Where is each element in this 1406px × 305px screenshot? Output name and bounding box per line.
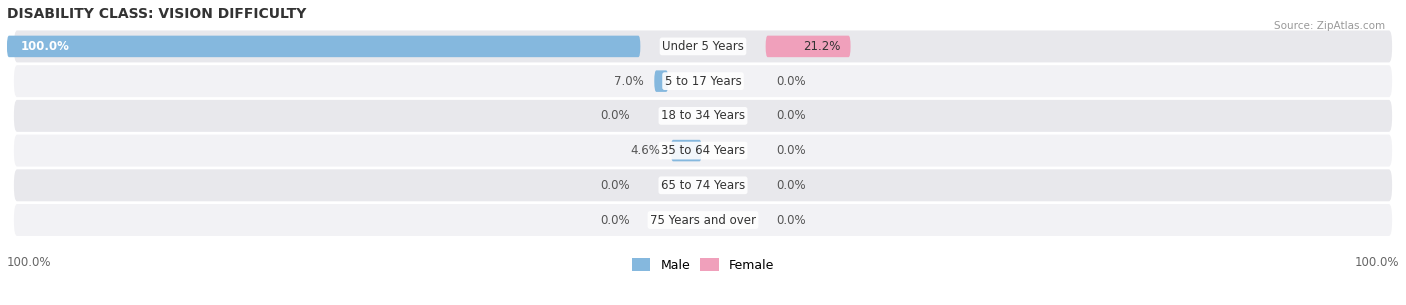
FancyBboxPatch shape [14,204,1392,236]
Text: 100.0%: 100.0% [1354,257,1399,270]
FancyBboxPatch shape [14,169,1392,201]
Text: 0.0%: 0.0% [776,144,806,157]
Text: Source: ZipAtlas.com: Source: ZipAtlas.com [1274,21,1385,31]
Text: 18 to 34 Years: 18 to 34 Years [661,109,745,122]
FancyBboxPatch shape [14,65,1392,97]
Text: 5 to 17 Years: 5 to 17 Years [665,75,741,88]
FancyBboxPatch shape [14,100,1392,132]
Text: 35 to 64 Years: 35 to 64 Years [661,144,745,157]
Text: 75 Years and over: 75 Years and over [650,214,756,227]
Text: Under 5 Years: Under 5 Years [662,40,744,53]
Text: 0.0%: 0.0% [600,214,630,227]
Text: DISABILITY CLASS: VISION DIFFICULTY: DISABILITY CLASS: VISION DIFFICULTY [7,7,307,21]
Text: 7.0%: 7.0% [614,75,644,88]
FancyBboxPatch shape [14,30,1392,63]
Text: 4.6%: 4.6% [631,144,661,157]
Text: 65 to 74 Years: 65 to 74 Years [661,179,745,192]
Text: 21.2%: 21.2% [803,40,841,53]
Text: 0.0%: 0.0% [776,75,806,88]
Text: 0.0%: 0.0% [776,109,806,122]
Legend: Male, Female: Male, Female [627,253,779,277]
Text: 0.0%: 0.0% [776,179,806,192]
Text: 0.0%: 0.0% [600,109,630,122]
Text: 100.0%: 100.0% [21,40,70,53]
Text: 0.0%: 0.0% [600,179,630,192]
FancyBboxPatch shape [671,140,702,161]
Text: 0.0%: 0.0% [776,214,806,227]
FancyBboxPatch shape [654,70,668,92]
Text: 100.0%: 100.0% [7,257,52,270]
FancyBboxPatch shape [766,36,851,57]
FancyBboxPatch shape [7,36,640,57]
FancyBboxPatch shape [14,135,1392,167]
